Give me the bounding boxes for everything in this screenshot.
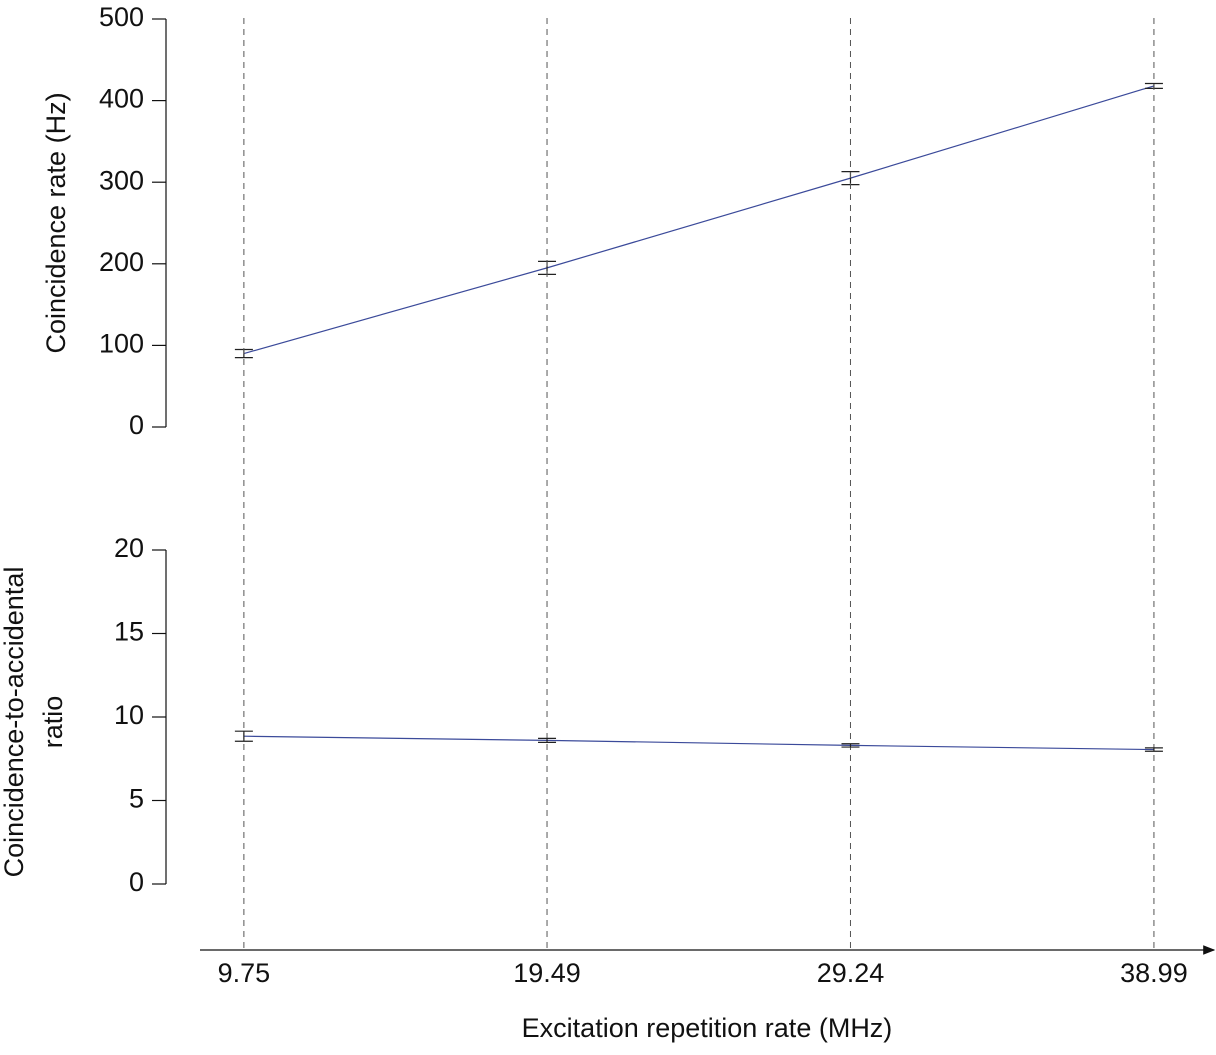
- y-tick-label: 0: [129, 410, 144, 440]
- y-tick-label: 400: [99, 84, 144, 114]
- y-axis-label: ratio: [38, 696, 68, 749]
- x-axis-label: Excitation repetition rate (MHz): [522, 1013, 893, 1043]
- x-tick-label: 9.75: [218, 958, 271, 988]
- error-bar: [538, 737, 557, 743]
- x-tick-label: 19.49: [513, 958, 581, 988]
- error-bar: [234, 730, 253, 742]
- y-tick-label: 100: [99, 329, 144, 359]
- y-axis-label: Coincidence rate (Hz): [41, 92, 71, 353]
- y-tick-label: 500: [99, 2, 144, 32]
- y-tick-label: 200: [99, 247, 144, 277]
- y-tick-label: 300: [99, 165, 144, 195]
- data-line: [243, 735, 1154, 751]
- error-bar: [1144, 747, 1163, 752]
- x-tick-label: 29.24: [817, 958, 885, 988]
- y-tick-label: 20: [114, 533, 144, 563]
- y-tick-label: 15: [114, 617, 144, 647]
- data-line: [243, 85, 1155, 355]
- y-axis-label: Coincidence-to-accidental: [0, 567, 29, 878]
- y-tick-label: 10: [114, 700, 144, 730]
- x-tick-label: 38.99: [1120, 958, 1188, 988]
- y-tick-label: 0: [129, 867, 144, 897]
- y-tick-label: 5: [129, 784, 144, 814]
- error-bar: [841, 743, 860, 748]
